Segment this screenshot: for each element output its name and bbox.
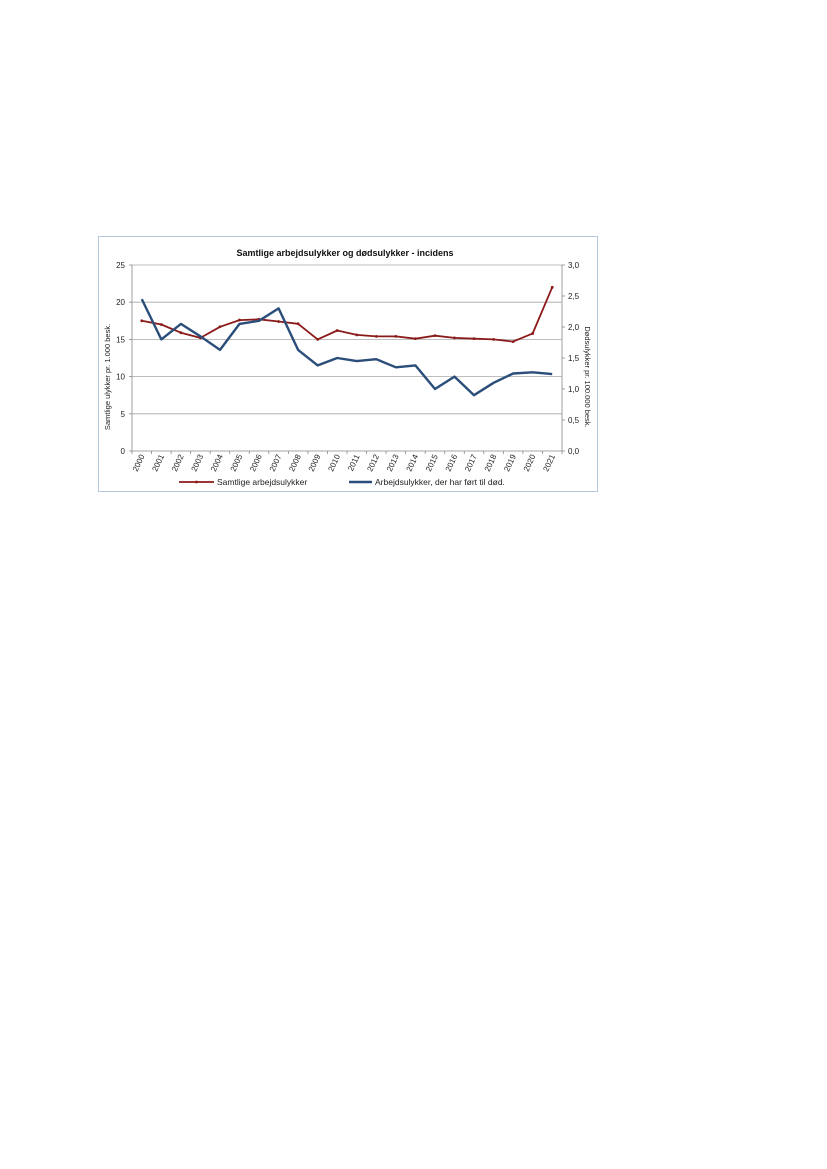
y-right-tick-label: 2,0: [568, 323, 580, 332]
x-tick-label: 2001: [150, 453, 166, 473]
x-tick-label: 2014: [405, 453, 421, 473]
series-1-point: [159, 323, 163, 326]
y-right-tick-label: 3,0: [568, 261, 580, 270]
series-1-point: [433, 334, 437, 338]
series-1-point: [218, 325, 222, 329]
y-right-tick-label: 0,5: [568, 416, 580, 425]
x-tick-label: 2004: [209, 453, 225, 473]
x-tick-label: 2015: [424, 453, 440, 473]
chart-title: Samtlige arbejdsulykker og dødsulykker -…: [236, 248, 453, 258]
y-left-tick-label: 25: [116, 261, 125, 270]
x-tick-label: 2000: [131, 453, 147, 473]
series-1-point: [335, 329, 339, 332]
y-right-tick-label: 0,0: [568, 447, 580, 456]
series-1-point: [550, 285, 554, 289]
x-tick-label: 2012: [365, 453, 381, 473]
y-right-tick-label: 1,5: [568, 354, 580, 363]
series-1-point: [511, 340, 515, 344]
series-line-1: [141, 286, 554, 343]
y-left-tick-label: 10: [116, 373, 125, 382]
x-tick-label: 2005: [229, 453, 245, 473]
series-1-point: [179, 331, 183, 335]
line-chart: Samtlige arbejdsulykker og dødsulykker -…: [103, 248, 592, 487]
x-tick-label: 2006: [248, 453, 264, 473]
series-1-point: [374, 335, 378, 338]
series-1-point: [531, 332, 535, 335]
x-tick-label: 2019: [502, 453, 518, 473]
series-1-point: [472, 337, 476, 341]
x-tick-label: 2016: [444, 453, 460, 473]
series-line-2: [140, 298, 553, 397]
y-left-tick-label: 5: [121, 410, 126, 419]
chart-container: Samtlige arbejdsulykker og dødsulykker -…: [98, 236, 598, 492]
x-tick-label: 2021: [541, 453, 557, 473]
y-right-tick-label: 2,5: [568, 292, 580, 301]
y-left-tick-label: 0: [121, 447, 126, 456]
x-tick-label: 2003: [190, 453, 206, 473]
x-tick-label: 2008: [287, 453, 303, 473]
series-1-point: [492, 338, 495, 341]
x-tick-label: 2002: [170, 453, 186, 473]
y-right-tick-label: 1,0: [568, 385, 580, 394]
y-axis-right-label: Dødsulykker pr. 100.000 besk.: [583, 326, 592, 427]
legend: Samtlige arbejdsulykker Arbejdsulykker, d…: [179, 477, 505, 487]
x-tick-label: 2013: [385, 453, 401, 473]
series-1-point: [296, 322, 300, 326]
series-1-point: [316, 338, 320, 341]
series-lines: [140, 285, 554, 397]
x-tick-label: 2018: [483, 453, 499, 473]
y-axis-left-label: Samtlige ulykker pr. 1.000 besk.: [103, 324, 112, 430]
series-1-point: [453, 336, 456, 340]
x-tick-label: 2009: [307, 453, 323, 473]
x-tick-label: 2010: [326, 453, 342, 473]
series-1-point: [238, 318, 241, 322]
legend-label-2: Arbejdsulykker, der har ført til død.: [375, 477, 505, 487]
series-1-point: [277, 320, 280, 323]
series-1-point: [355, 333, 359, 337]
x-tick-label: 2007: [268, 453, 284, 473]
series-1-point: [394, 335, 398, 338]
x-tick-label: 2020: [522, 453, 538, 473]
y-left-tick-label: 15: [116, 335, 125, 344]
y-left-tick-label: 20: [116, 298, 125, 307]
series-1-point: [140, 319, 144, 323]
x-tick-label: 2011: [346, 453, 362, 473]
legend-label-1: Samtlige arbejdsulykker: [217, 477, 307, 487]
series-1-point: [414, 337, 417, 341]
legend-swatch-marker: [195, 480, 198, 484]
x-tick-label: 2017: [463, 453, 479, 473]
